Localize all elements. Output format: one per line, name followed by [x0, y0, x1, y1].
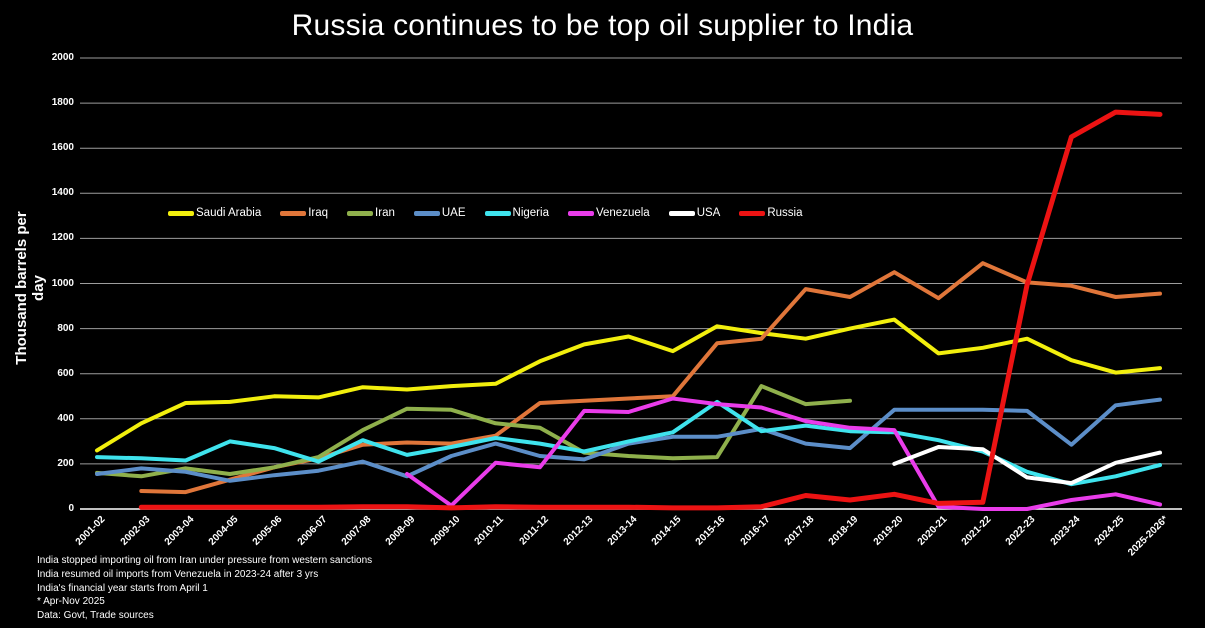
legend-item-nigeria: Nigeria [484, 207, 549, 219]
y-tick-label: 2000 [51, 52, 74, 63]
y-tick-label: 200 [57, 457, 74, 469]
y-tick-label: 600 [57, 367, 74, 379]
legend-label: Iran [375, 207, 395, 219]
legend-swatch [413, 210, 440, 216]
series-line-saudi-arabia [95, 317, 1162, 453]
series-line-uae [95, 397, 1162, 483]
legend-label: USA [696, 207, 721, 219]
legend-item-venezuela: Venezuela [567, 207, 650, 219]
legend-item-uae: UAE [413, 207, 466, 219]
footnotes: India stopped importing oil from Iran un… [37, 554, 372, 623]
legend-item-saudi-arabia: Saudi Arabia [168, 207, 261, 219]
series-line-russia [138, 109, 1163, 511]
footnote-line: India stopped importing oil from Iran un… [37, 555, 373, 566]
y-tick-label: 1800 [51, 97, 74, 109]
series-line-venezuela [405, 396, 1162, 511]
legend-label: Nigeria [512, 207, 549, 219]
legend: Saudi Arabia Iraq Iran UAE Nigeria Venezuela U… [168, 207, 803, 219]
legend-swatch [347, 210, 374, 216]
series-line-iran [95, 384, 852, 479]
series-line-usa [892, 445, 1162, 486]
legend-label: Venezuela [595, 207, 650, 219]
legend-item-russia: Russia [739, 207, 803, 219]
legend-swatch [739, 210, 766, 216]
legend-swatch [168, 210, 194, 216]
footnote-line: * Apr-Nov 2025 [37, 596, 105, 608]
y-tick-label: 1200 [51, 232, 74, 244]
y-tick-label: 1000 [51, 277, 74, 289]
legend-label: Saudi Arabia [196, 207, 262, 219]
legend-swatch [280, 210, 307, 216]
legend-swatch [567, 210, 594, 216]
legend-label: Russia [767, 207, 803, 219]
y-tick-label: 1400 [51, 187, 74, 199]
legend-swatch [484, 210, 511, 216]
legend-swatch [668, 210, 695, 216]
y-tick-label: 0 [68, 503, 74, 514]
legend-item-iraq: Iraq [280, 207, 328, 219]
footnote-line: Data: Govt, Trade sources [37, 610, 154, 622]
footnote-line: India's financial year starts from April… [37, 582, 208, 594]
legend-label: UAE [441, 207, 466, 219]
y-tick-label: 400 [57, 412, 74, 424]
legend-label: Iraq [308, 207, 329, 219]
legend-item-usa: USA [668, 207, 721, 219]
legend-item-iran: Iran [347, 207, 395, 219]
y-tick-label: 1600 [51, 142, 74, 154]
footnote-line: India resumed oil imports from Venezuela… [37, 568, 319, 580]
y-tick-label: 800 [57, 322, 74, 334]
chart-title: Russia continues to be top oil supplier … [291, 9, 914, 42]
